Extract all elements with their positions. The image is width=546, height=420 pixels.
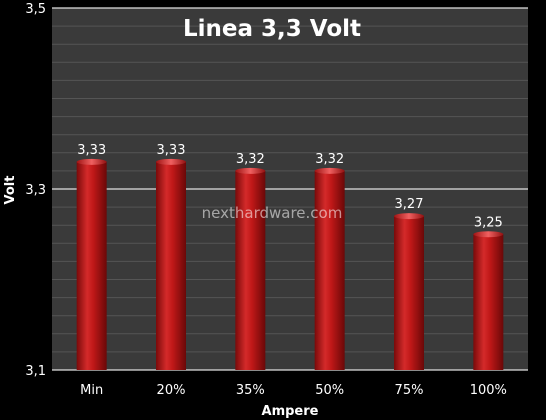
gridlines [52, 7, 528, 371]
y-tick-label: 3,1 [25, 364, 46, 379]
x-tick-label: 20% [157, 383, 186, 398]
bar-cap [314, 167, 345, 174]
bar [473, 234, 504, 370]
y-axis-title: Volt [3, 176, 18, 205]
x-tick-label: 75% [395, 383, 424, 398]
data-label: 3,25 [474, 215, 503, 230]
watermark: nexthardware.com [202, 204, 343, 222]
y-tick-label: 3,3 [25, 183, 46, 198]
bar-cap [235, 167, 266, 174]
bars: 3,33 3,33 3,32 3,32 3,27 3,25 [76, 143, 504, 370]
bar [156, 161, 186, 370]
data-label: 3,32 [236, 152, 265, 167]
data-label: 3,33 [157, 143, 186, 158]
bar [314, 170, 345, 370]
x-axis-title: Ampere [262, 404, 319, 419]
x-tick-label: Min [80, 383, 103, 398]
chart-title: Linea 3,3 Volt [183, 16, 361, 42]
y-axis-ticks: 3,1 3,3 3,5 [25, 2, 46, 379]
x-tick-label: 35% [236, 383, 265, 398]
x-tick-label: 50% [315, 383, 344, 398]
bar-cap [76, 158, 107, 165]
data-label: 3,27 [395, 197, 424, 212]
bar [394, 216, 424, 370]
bar-cap [156, 158, 186, 165]
x-tick-label: 100% [470, 383, 507, 398]
x-axis-ticks: Min 20% 35% 50% 75% 100% [80, 383, 507, 398]
bar [235, 170, 266, 370]
bar-cap [394, 213, 424, 220]
data-label: 3,33 [77, 143, 106, 158]
data-label: 3,32 [315, 152, 344, 167]
y-tick-label: 3,5 [25, 2, 46, 17]
bar-cap [473, 231, 504, 238]
bar [76, 161, 107, 370]
